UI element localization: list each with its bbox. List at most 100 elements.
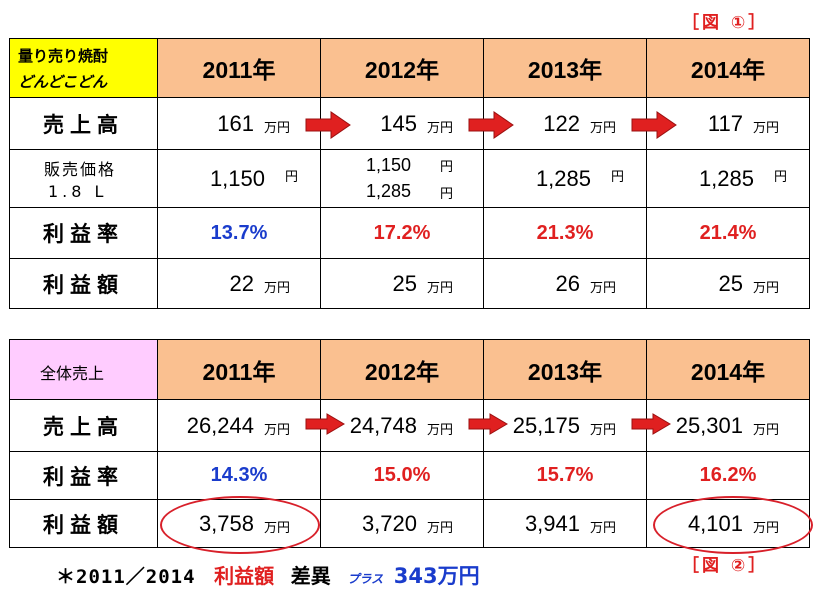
sales-value: 26,244	[186, 413, 254, 438]
table-row: 利益率 14.3% 15.0% 15.7% 16.2%	[9, 451, 810, 500]
price-cell: 1,150 円	[157, 149, 321, 208]
table-corner-cell: 量り売り焼酎 どんどこどん	[9, 38, 158, 98]
right-arrow-icon	[631, 111, 677, 139]
year-header: 2014年	[646, 38, 810, 98]
profit-cell: 25 万円	[646, 258, 810, 309]
price-cell: 1,285 円	[646, 149, 810, 208]
sales-cell: 25,301 万円	[646, 399, 810, 452]
profit-value: 3,941	[524, 511, 580, 536]
year-header: 2012年	[320, 339, 484, 400]
margin-value: 21.3%	[483, 207, 647, 259]
year-header: 2011年	[157, 38, 321, 98]
footer-title: 利益額	[214, 564, 275, 588]
profit-unit: 万円	[589, 521, 616, 536]
profit-value: 25	[718, 271, 743, 296]
table-header-row: 全体売上 2011年 2012年 2013年 2014年	[9, 339, 810, 400]
price-cell: 1,150 円 1,285 円	[320, 149, 484, 208]
profit-value: 26	[555, 271, 580, 296]
price-value-new: 1,285	[365, 181, 411, 201]
sales-unit: 万円	[589, 121, 616, 136]
figure-2-label: ［図 ②］	[682, 556, 769, 576]
year-header: 2013年	[483, 339, 647, 400]
table-small-shop: 量り売り焼酎 どんどこどん 2011年 2012年 2013年 2014年 売上…	[9, 38, 810, 309]
profit-value: 3,720	[361, 511, 417, 536]
price-unit: 円	[439, 160, 453, 175]
footer-plus: プラス	[347, 572, 384, 586]
row-label-price: 販売価格 1.8 L	[9, 149, 158, 208]
sales-unit: 万円	[263, 423, 290, 438]
margin-value: 21.4%	[646, 207, 810, 259]
profit-cell: 22 万円	[157, 258, 321, 309]
row-label-margin: 利益率	[9, 451, 158, 500]
sales-cell: 161 万円	[157, 97, 321, 150]
sales-value: 117	[707, 111, 743, 136]
right-arrow-icon	[305, 111, 351, 139]
sales-unit: 万円	[752, 423, 779, 438]
profit-cell: 25 万円	[320, 258, 484, 309]
price-unit: 円	[284, 170, 298, 185]
profit-cell: 26 万円	[483, 258, 647, 309]
table-row: 販売価格 1.8 L 1,150 円 1,150 円 1,285 円 1,285…	[9, 149, 810, 208]
sales-value: 145	[380, 111, 417, 136]
sales-value: 161	[217, 111, 254, 136]
sales-cell: 122 万円	[483, 97, 647, 150]
corner-line-2: どんどこどん	[18, 73, 108, 91]
price-unit: 円	[439, 187, 453, 202]
table-row: 利益額 22 万円 25 万円 26 万円 25 万円	[9, 258, 810, 309]
table-row: 売上高 26,244 万円 24,748 万円 25,175 万円 25,301…	[9, 399, 810, 452]
row-label-profit: 利益額	[9, 499, 158, 548]
margin-value: 13.7%	[157, 207, 321, 259]
price-value: 1,285	[698, 166, 754, 191]
profit-cell: 3,720 万円	[320, 499, 484, 548]
highlight-ellipse	[160, 496, 320, 554]
profit-cell: 3,941 万円	[483, 499, 647, 548]
sales-cell: 117 万円	[646, 97, 810, 150]
sales-value: 24,748	[349, 413, 417, 438]
price-cell: 1,285 円	[483, 149, 647, 208]
price-label-line-1: 販売価格	[44, 160, 117, 179]
year-header: 2013年	[483, 38, 647, 98]
profit-unit: 万円	[589, 281, 616, 296]
price-label-line-2: 1.8 L	[48, 182, 108, 201]
row-label-profit: 利益額	[9, 258, 158, 309]
price-unit: 円	[610, 170, 624, 185]
sales-unit: 万円	[426, 121, 453, 136]
footer-amount: 343万円	[393, 564, 480, 588]
margin-value: 15.7%	[483, 451, 647, 500]
row-label-margin: 利益率	[9, 207, 158, 259]
corner-line-1: 量り売り焼酎	[18, 47, 109, 65]
footer-summary: ＊2011／2014 利益額 差異 プラス 343万円	[56, 560, 480, 590]
year-header: 2012年	[320, 38, 484, 98]
table-corner-cell: 全体売上	[9, 339, 158, 400]
profit-unit: 万円	[752, 281, 779, 296]
footer-prefix: ＊2011／2014	[56, 566, 196, 588]
profit-unit: 万円	[426, 521, 453, 536]
footer-diff: 差異	[290, 564, 331, 588]
sales-value: 25,175	[512, 413, 580, 438]
price-value: 1,150	[209, 166, 265, 191]
sales-value: 122	[543, 111, 580, 136]
margin-value: 16.2%	[646, 451, 810, 500]
price-unit: 円	[773, 170, 787, 185]
table-row: 利益率 13.7% 17.2% 21.3% 21.4%	[9, 207, 810, 259]
year-header: 2011年	[157, 339, 321, 400]
margin-value: 17.2%	[320, 207, 484, 259]
profit-value: 22	[229, 271, 254, 296]
profit-unit: 万円	[426, 281, 453, 296]
sales-value: 25,301	[675, 413, 743, 438]
figure-1-label: ［図 ①］	[682, 13, 769, 33]
profit-value: 25	[392, 271, 417, 296]
margin-value: 14.3%	[157, 451, 321, 500]
sales-cell: 26,244 万円	[157, 399, 321, 452]
highlight-ellipse	[653, 496, 813, 554]
right-arrow-icon	[468, 413, 508, 435]
year-header: 2014年	[646, 339, 810, 400]
price-value-old: 1,150	[365, 155, 411, 175]
row-label-sales: 売上高	[9, 97, 158, 150]
sales-unit: 万円	[263, 121, 290, 136]
table-header-row: 量り売り焼酎 どんどこどん 2011年 2012年 2013年 2014年	[9, 38, 810, 98]
right-arrow-icon	[468, 111, 514, 139]
right-arrow-icon	[631, 413, 671, 435]
right-arrow-icon	[305, 413, 345, 435]
corner-label: 全体売上	[40, 364, 105, 383]
